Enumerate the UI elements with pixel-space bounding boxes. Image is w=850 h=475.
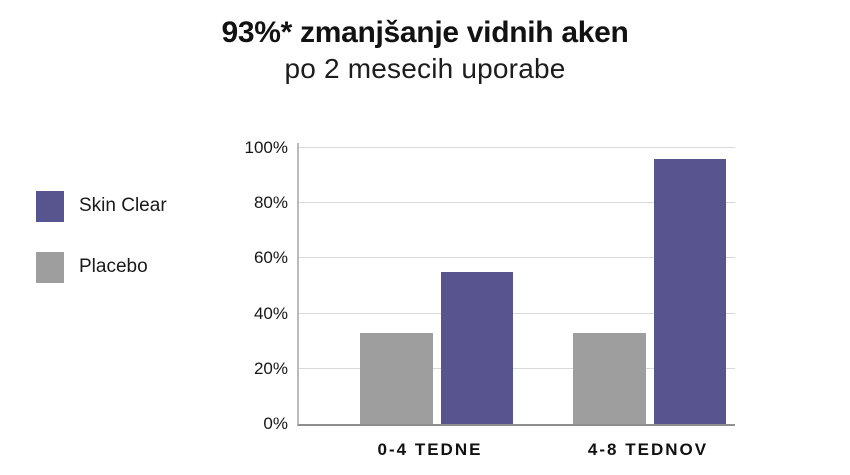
legend-item-skin-clear: Skin Clear xyxy=(36,190,167,222)
y-tick-label-100: 100% xyxy=(244,138,288,157)
bar-skin-clear-group-0 xyxy=(440,272,513,424)
bar-placebo-group-1 xyxy=(573,332,646,424)
gridline-20 xyxy=(299,367,735,369)
y-tick-label-80: 80% xyxy=(253,193,288,213)
legend: Skin Clear Placebo xyxy=(36,190,167,312)
bar-placebo-group-0 xyxy=(360,332,433,424)
gridline-40 xyxy=(299,312,735,314)
gridline-100 xyxy=(299,147,735,148)
legend-item-placebo: Placebo xyxy=(36,251,167,283)
legend-label-placebo: Placebo xyxy=(79,256,148,277)
legend-swatch-placebo xyxy=(36,251,64,283)
bar-skin-clear-group-1 xyxy=(653,159,726,424)
chart-subtitle: po 2 mesecih uporabe xyxy=(284,53,566,84)
x-label-0-4-tedne: 0-4 TEDNE xyxy=(377,440,483,459)
gridline-60 xyxy=(299,257,735,259)
legend-label-skin-clear: Skin Clear xyxy=(79,195,167,216)
y-tick-label-40: 40% xyxy=(253,303,288,323)
y-tick-label-20: 20% xyxy=(253,358,288,378)
gridline-80 xyxy=(299,202,735,204)
x-label-4-8-tednov: 4-8 TEDNOV xyxy=(587,440,709,459)
legend-swatch-skin-clear xyxy=(36,190,64,222)
y-tick-label-60: 60% xyxy=(253,248,288,268)
plot-area: 0% 20% 40% 60% 80% 100% xyxy=(245,138,735,433)
chart-header: 93%* zmanjšanje vidnih aken po 2 mesecih… xyxy=(0,16,850,85)
y-tick-label-0: 0% xyxy=(263,414,288,433)
chart-title: 93%* zmanjšanje vidnih aken xyxy=(221,16,629,49)
